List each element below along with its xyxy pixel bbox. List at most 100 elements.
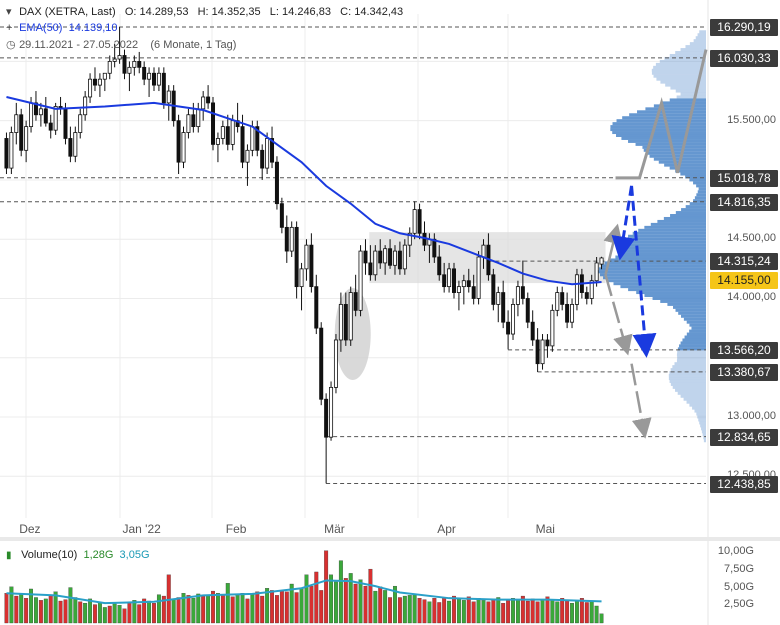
candle (501, 280, 506, 329)
volume-bar-up (373, 590, 378, 624)
volume-profile-bar (697, 33, 706, 37)
candle-body-up (24, 126, 29, 151)
candle (43, 96, 48, 127)
volume-bar-up (496, 597, 501, 624)
level-badge: 12.438,85 (710, 475, 778, 493)
volume-bar-down (579, 598, 584, 624)
volume-bar-down (127, 601, 132, 624)
volume-profile-bar (658, 160, 706, 164)
level-badge: 15.018,78 (710, 169, 778, 187)
candle (127, 61, 132, 92)
volume-profile-bar (600, 273, 706, 277)
candle (24, 120, 29, 163)
volume-profile-bar (679, 344, 706, 348)
volume-bar-down (230, 596, 235, 624)
close-label: C: (340, 6, 352, 18)
volume-bar-down (279, 590, 284, 624)
current-price-badge: 14.155,00 (710, 272, 778, 290)
candle-body-up (117, 55, 122, 60)
candle-body-down (274, 161, 279, 205)
candle-body-down (451, 268, 456, 293)
volume-bar-up (73, 597, 78, 624)
volume-profile-bar (692, 406, 706, 410)
volume-bar-up (240, 593, 245, 624)
candle-body-up (73, 132, 78, 157)
volume-bar-up (53, 591, 58, 624)
volume-ma-line (6, 579, 602, 605)
candle-body-up (550, 309, 555, 347)
volume-bar-up (476, 598, 481, 624)
candle (166, 85, 171, 121)
volume-profile-bar (653, 104, 706, 108)
chevron-down-icon[interactable]: ▾ (6, 6, 12, 18)
volume-profile-bar (615, 255, 706, 259)
date-range: 29.11.2021 - 27.05.2022 (19, 39, 139, 51)
volume-profile-bar (603, 276, 706, 280)
volume-profile-bar (676, 353, 706, 357)
candle (378, 239, 383, 269)
volume-profile-bar (629, 113, 706, 117)
plus-icon[interactable]: + (6, 22, 13, 34)
candle-body-up (196, 108, 201, 128)
volume-bar-down (314, 571, 319, 624)
volume-bar-down (63, 599, 68, 624)
volume-bar-down (343, 578, 348, 624)
volume-bar-down (142, 598, 147, 624)
volume-profile-bar (669, 98, 706, 102)
volume-bar-up (540, 599, 545, 624)
candle-body-up (201, 96, 206, 110)
volume-profile-bar (693, 199, 706, 203)
volume-bar-up (43, 598, 48, 624)
volume-bar-up (461, 600, 466, 624)
volume-profile-bar (668, 377, 706, 380)
candle-body-up (9, 132, 14, 169)
volume-profile-bar (669, 166, 706, 170)
volume-bar-up (132, 600, 137, 624)
volume-bar-down (294, 592, 299, 624)
volume-profile-bar (698, 187, 706, 191)
volume-bar-up (171, 599, 176, 624)
volume-bar-up (481, 600, 486, 624)
candle-body-up (181, 132, 186, 163)
candle (137, 51, 142, 74)
volume-profile-bar (702, 433, 706, 437)
volume-profile-bar (686, 320, 706, 324)
candle (299, 262, 304, 311)
volume-profile-bar (676, 359, 706, 363)
volume-profile-bar (665, 83, 706, 87)
volume-profile-bar (644, 225, 706, 229)
candle-body-down (378, 250, 383, 264)
candle (4, 132, 9, 175)
volume-profile-bar (667, 302, 706, 306)
volume-bar-down (245, 598, 250, 624)
scenario-arrow-blue-down (630, 185, 657, 358)
volume-profile-bar (700, 424, 706, 428)
candle-body-down (240, 126, 245, 163)
candle (515, 280, 520, 317)
candle-body-down (584, 292, 589, 299)
volume-bar-up (599, 613, 604, 624)
volume-profile-bar (620, 246, 706, 250)
volume-profile-bar (689, 178, 706, 182)
candle (206, 85, 211, 109)
candle-body-down (466, 280, 471, 288)
candle-body-down (206, 96, 211, 104)
open-label: O: (124, 6, 137, 18)
candle (196, 102, 201, 133)
volume-profile-bar (701, 430, 706, 434)
volume-bar-up (191, 598, 196, 624)
volume-profile-bar (670, 86, 706, 90)
candle-body-down (33, 102, 38, 116)
candle (348, 286, 353, 346)
candle-body-up (589, 280, 594, 299)
volume-profile-bar (636, 291, 706, 295)
candle (560, 286, 565, 311)
candle (525, 292, 530, 329)
low-label: L: (269, 6, 279, 18)
candle (68, 126, 73, 163)
volume-bar-down (176, 597, 181, 624)
volume-bar-down (471, 601, 476, 624)
volume-profile-bar (685, 175, 706, 179)
volume-bar-down (137, 604, 142, 624)
